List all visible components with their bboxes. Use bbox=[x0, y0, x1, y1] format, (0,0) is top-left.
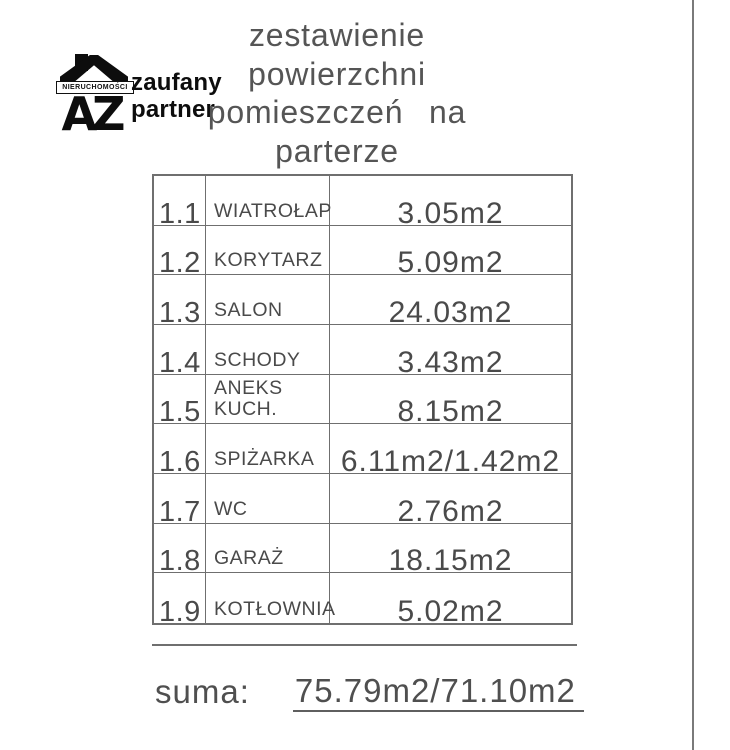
cell-room-name: GARAŻ bbox=[206, 523, 330, 574]
cell-room-name: SCHODY bbox=[206, 325, 330, 375]
cell-room-area: 3.05m2 bbox=[330, 176, 571, 230]
room-area: 5.02m2 bbox=[397, 595, 504, 628]
room-name: SALON bbox=[214, 299, 283, 321]
cell-room-name: KORYTARZ bbox=[206, 225, 330, 276]
room-number: 1.1 bbox=[159, 197, 201, 230]
room-number: 1.4 bbox=[159, 346, 201, 379]
room-area: 6.11m2/1.42m2 bbox=[340, 445, 561, 478]
cell-room-area: 8.15m2 bbox=[330, 375, 571, 429]
logo-tagline: zaufany partner bbox=[131, 69, 222, 123]
room-name: SPIŻARKA bbox=[214, 448, 315, 470]
cell-room-number: 1.8 bbox=[154, 523, 206, 578]
cell-room-number: 1.9 bbox=[154, 573, 206, 627]
cell-room-number: 1.7 bbox=[154, 474, 206, 528]
logo-tagline-line1: zaufany bbox=[131, 69, 222, 96]
cell-room-number: 1.6 bbox=[154, 424, 206, 478]
room-area: 24.03m2 bbox=[388, 296, 513, 329]
cell-room-area: 2.76m2 bbox=[330, 474, 571, 528]
room-name: GARAŻ bbox=[214, 547, 284, 570]
room-name: ANEKS KUCH. bbox=[214, 377, 283, 421]
cell-room-name: ANEKS KUCH. bbox=[206, 374, 330, 425]
page-title: zestawienie powierzchni pomieszczeń na p… bbox=[167, 16, 507, 170]
house-roof-icon bbox=[60, 55, 128, 82]
cell-room-number: 1.4 bbox=[154, 325, 206, 379]
room-number: 1.5 bbox=[159, 396, 201, 429]
cell-room-number: 1.1 bbox=[154, 176, 206, 230]
room-name: SCHODY bbox=[214, 348, 301, 371]
logo-banner-text: NIERUCHOMOŚCI bbox=[56, 81, 134, 94]
room-name: WC bbox=[214, 497, 248, 520]
summary-value: 75.79m2/71.10m2 bbox=[292, 672, 584, 712]
cell-room-area: 5.09m2 bbox=[330, 226, 571, 280]
logo-monogram: AZ bbox=[61, 87, 126, 141]
cell-room-name: WC bbox=[206, 474, 330, 524]
room-name: WIATROŁAP bbox=[214, 199, 332, 222]
page-title-line3: pomieszczeń na bbox=[207, 94, 467, 130]
summary-row: suma: 75.79m2/71.10m2 bbox=[155, 672, 584, 712]
cell-room-area: 6.11m2/1.42m2 bbox=[330, 424, 571, 478]
room-name: KORYTARZ bbox=[214, 249, 323, 272]
room-area: 3.05m2 bbox=[397, 196, 504, 230]
page-title-line4: parterze bbox=[275, 132, 399, 169]
room-area: 3.43m2 bbox=[397, 345, 504, 379]
cell-room-number: 1.3 bbox=[154, 275, 206, 329]
cell-room-area: 24.03m2 bbox=[330, 275, 571, 329]
room-number: 1.6 bbox=[159, 446, 201, 478]
logo-tagline-line2: partner bbox=[131, 95, 216, 123]
table-bottom-separator bbox=[152, 644, 577, 646]
room-number: 1.9 bbox=[159, 596, 201, 628]
cell-room-area: 18.15m2 bbox=[330, 524, 571, 578]
cell-room-area: 3.43m2 bbox=[330, 325, 571, 379]
room-area: 5.09m2 bbox=[397, 246, 504, 280]
room-area: 2.76m2 bbox=[397, 494, 504, 528]
page-title-line1: zestawienie bbox=[248, 17, 425, 53]
page-title-line2: powierzchni bbox=[248, 55, 426, 92]
cell-room-number: 1.2 bbox=[154, 225, 206, 280]
cell-room-name: SALON bbox=[206, 275, 330, 325]
room-number: 1.2 bbox=[159, 247, 201, 280]
room-number: 1.8 bbox=[159, 545, 201, 578]
room-number: 1.7 bbox=[159, 495, 201, 528]
cell-room-area: 5.02m2 bbox=[330, 573, 571, 627]
page-right-rule bbox=[692, 0, 694, 750]
room-area: 18.15m2 bbox=[388, 544, 513, 578]
room-name: KOTŁOWNIA bbox=[214, 598, 336, 620]
room-number: 1.3 bbox=[159, 297, 201, 329]
room-area: 8.15m2 bbox=[397, 395, 504, 429]
summary-label: suma: bbox=[155, 673, 250, 710]
cell-room-name: KOTŁOWNIA bbox=[206, 573, 335, 623]
cell-room-name: SPIŻARKA bbox=[206, 424, 330, 474]
areas-table: 1.1 WIATROŁAP 3.05m2 1.2 KORYTARZ 5.09m2… bbox=[152, 174, 573, 627]
cell-room-number: 1.5 bbox=[154, 374, 206, 429]
cell-room-name: WIATROŁAP bbox=[206, 176, 332, 226]
company-logo: NIERUCHOMOŚCI AZ zaufany partner bbox=[55, 53, 295, 143]
